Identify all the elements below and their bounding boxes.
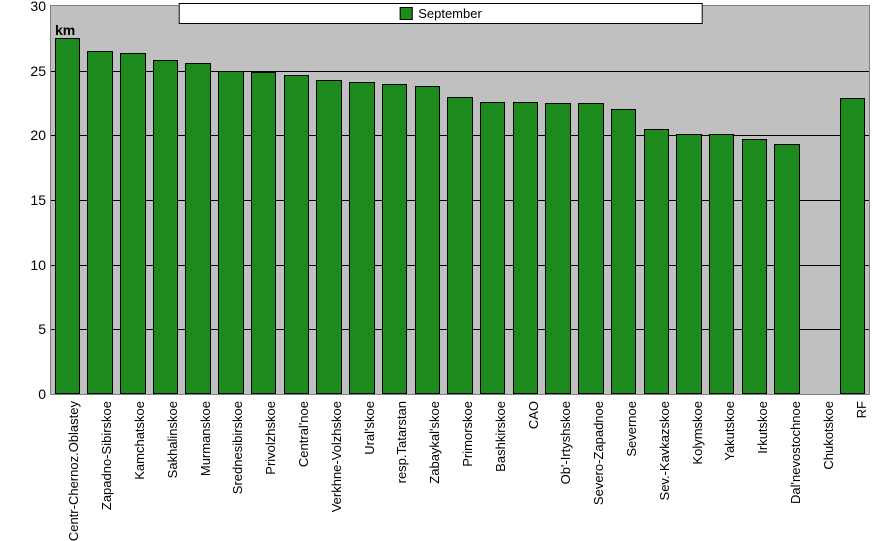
x-tick-label: Bashkirskoe (493, 401, 508, 472)
y-axis-label: km (55, 22, 75, 38)
bar-slot (149, 6, 182, 394)
x-tick-label: Privolzhskoe (263, 401, 278, 475)
bar-slot (313, 6, 346, 394)
bar-slot (444, 6, 477, 394)
x-tick-label: Ob'-Irtyshskoe (558, 401, 573, 484)
bar-slot (215, 6, 248, 394)
y-tick-label: 25 (6, 63, 46, 79)
bar-slot (836, 6, 869, 394)
bar-slot (84, 6, 117, 394)
x-tick-label: CAO (526, 401, 541, 429)
x-tick-label: Kamchatskoe (132, 401, 147, 480)
x-tick-label: Kolymskoe (690, 401, 705, 465)
bar (284, 75, 310, 394)
x-tick-label: Chukotskoe (821, 401, 836, 470)
x-tick-label: Verkhne-Volzhskoe (329, 401, 344, 512)
bar (709, 134, 735, 394)
bar (316, 80, 342, 394)
bar (153, 60, 179, 394)
bar (676, 134, 702, 394)
bar-slot (51, 6, 84, 394)
bar (218, 71, 244, 394)
bars-container (51, 6, 869, 394)
bar-slot (640, 6, 673, 394)
y-tick-label: 20 (6, 127, 46, 143)
x-tick-label: Yakutskoe (722, 401, 737, 461)
bar (55, 38, 81, 394)
bar-slot (771, 6, 804, 394)
bar (742, 139, 768, 394)
y-tick-label: 0 (6, 386, 46, 402)
bar (578, 103, 604, 394)
x-tick-label: Murmanskoe (198, 401, 213, 476)
x-tick-label: Ural'skoe (362, 401, 377, 455)
bar (611, 109, 637, 394)
bar-slot (607, 6, 640, 394)
x-tick-label: Centr-Chernoz.Oblastey (66, 401, 81, 541)
bar-slot (280, 6, 313, 394)
y-tick-label: 15 (6, 192, 46, 208)
y-tick-label: 5 (6, 321, 46, 337)
legend: September (178, 3, 703, 24)
bar-slot (542, 6, 575, 394)
x-tick-label: Severnoe (624, 401, 639, 457)
x-tick-label: Central'noe (296, 401, 311, 467)
bar (415, 86, 441, 394)
x-tick-label: resp.Tatarstan (394, 401, 409, 483)
bar-slot (411, 6, 444, 394)
x-tick-label: Severo-Zapadnoe (591, 401, 606, 505)
x-tick-label: RF (854, 401, 869, 418)
bar-slot (116, 6, 149, 394)
bar-slot (476, 6, 509, 394)
bar-slot (705, 6, 738, 394)
x-tick-label: Irkutskoe (755, 401, 770, 454)
x-tick-label: Srednesibirskoe (230, 401, 245, 494)
bar (120, 53, 146, 394)
x-tick-label: Zabaykal'skoe (427, 401, 442, 484)
legend-label: September (418, 6, 482, 21)
x-tick-label: Primorskoe (460, 401, 475, 467)
bar-slot (182, 6, 215, 394)
bar (545, 103, 571, 394)
bar (349, 82, 375, 394)
legend-swatch (399, 7, 412, 20)
x-tick-label: Sakhalinskoe (165, 401, 180, 478)
bar (382, 84, 408, 394)
bar-slot (804, 6, 837, 394)
y-tick-label: 30 (6, 0, 46, 14)
bar (447, 97, 473, 394)
bar (251, 72, 277, 394)
x-tick-label: Dal'nevostochnoe (788, 401, 803, 504)
x-tick-label: Zapadno-Sibirskoe (99, 401, 114, 510)
bar (644, 129, 670, 394)
bar-slot (378, 6, 411, 394)
chart-frame: 051015202530 km September Centr-Chernoz.… (0, 0, 881, 516)
y-tick-label: 10 (6, 257, 46, 273)
bar (480, 102, 506, 394)
x-tick-label: Sev.-Kavkazskoe (657, 401, 672, 500)
bar-slot (247, 6, 280, 394)
bar (185, 63, 211, 394)
bar (840, 98, 866, 394)
bar (87, 51, 113, 394)
bar-slot (345, 6, 378, 394)
bar-slot (509, 6, 542, 394)
bar-slot (738, 6, 771, 394)
bar (513, 102, 539, 394)
bar-slot (575, 6, 608, 394)
bar (774, 144, 800, 394)
bar-slot (673, 6, 706, 394)
plot-area (50, 5, 870, 395)
